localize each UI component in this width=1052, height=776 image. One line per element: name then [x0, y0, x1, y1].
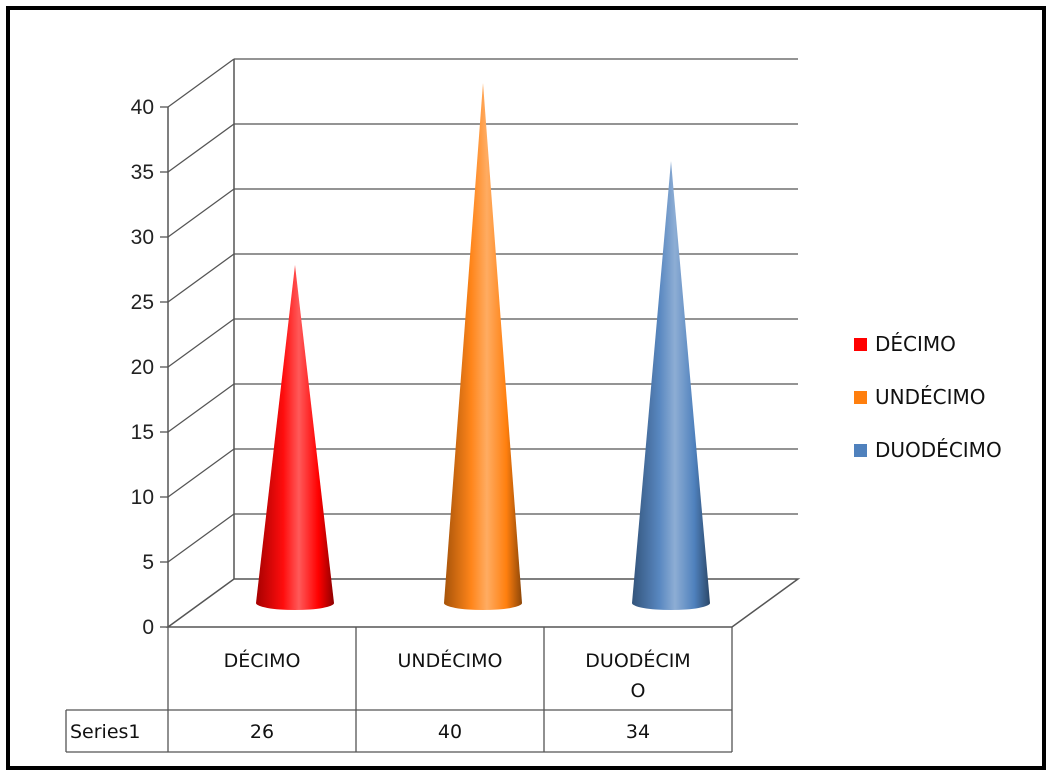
legend-item: UNDÉCIMO	[854, 385, 986, 409]
y-tick-label: 40	[131, 96, 154, 119]
data-value-label: 34	[626, 721, 650, 743]
y-tick-label: 10	[131, 486, 154, 509]
gridline-side	[167, 513, 235, 563]
gridline-side	[167, 253, 235, 303]
cone-body	[256, 265, 334, 610]
y-tick-label: 20	[131, 356, 154, 379]
legend-label: DÉCIMO	[875, 332, 956, 356]
legend-label: DUODÉCIMO	[875, 438, 1002, 462]
y-tick-label: 35	[131, 161, 154, 184]
data-table: DÉCIMO UNDÉCIMO DUODÉCIM O Series1 26 40 34	[65, 627, 733, 753]
chart-frame	[6, 6, 1046, 770]
y-tick-label: 5	[142, 551, 154, 574]
gridlines	[167, 58, 798, 563]
gridline-side	[167, 123, 235, 173]
legend-label: UNDÉCIMO	[875, 385, 986, 409]
cone-series	[256, 83, 710, 610]
y-tick-label: 25	[131, 291, 154, 314]
legend-item: DUODÉCIMO	[854, 438, 1002, 462]
legend: DÉCIMO UNDÉCIMO DUODÉCIMO	[854, 332, 1002, 462]
data-value-label: 26	[250, 721, 274, 743]
category-label: UNDÉCIMO	[398, 649, 503, 672]
gridline-side	[167, 58, 235, 108]
y-tick-label: 0	[142, 616, 154, 639]
gridline-side	[167, 188, 235, 238]
category-label: O	[631, 680, 646, 702]
gridline-side	[167, 318, 235, 368]
legend-swatch	[854, 391, 867, 404]
y-tick-label: 30	[131, 226, 154, 249]
y-axis-ticks: 0 5 10 15 20 25 30 35 40	[131, 96, 168, 639]
data-value-label: 40	[438, 721, 462, 743]
legend-swatch	[854, 444, 867, 457]
gridline-side	[167, 448, 235, 498]
cone-2	[444, 83, 522, 610]
y-tick-label: 15	[131, 421, 154, 444]
category-label: DÉCIMO	[224, 649, 301, 672]
cone-3	[632, 161, 710, 610]
cone-body	[444, 83, 522, 610]
gridline-side	[167, 383, 235, 433]
category-label: DUODÉCIM	[585, 649, 690, 672]
legend-item: DÉCIMO	[854, 332, 956, 356]
cone-body	[632, 161, 710, 610]
series-name-label: Series1	[70, 721, 141, 743]
cone-1	[256, 265, 334, 610]
legend-swatch	[854, 338, 867, 351]
